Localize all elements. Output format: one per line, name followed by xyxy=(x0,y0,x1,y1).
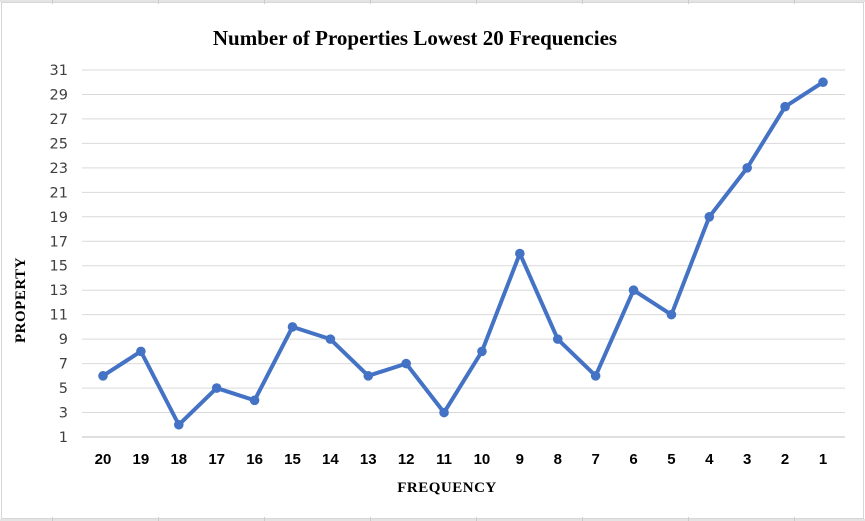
data-point-marker xyxy=(136,346,146,357)
y-tick-label: 5 xyxy=(59,381,68,397)
x-tick-label: 16 xyxy=(246,451,263,468)
data-point-marker xyxy=(780,101,790,112)
x-tick-label: 5 xyxy=(667,451,675,468)
y-tick-label: 27 xyxy=(50,112,68,128)
x-tick-label: 17 xyxy=(208,451,225,468)
x-tick-label: 7 xyxy=(591,451,599,468)
y-tick-label: 3 xyxy=(59,406,68,422)
x-tick-label: 20 xyxy=(95,451,112,468)
x-tick-label: 8 xyxy=(554,451,562,468)
y-tick-label: 21 xyxy=(50,185,68,201)
data-point-marker xyxy=(249,395,260,406)
x-tick-label: 11 xyxy=(436,451,452,468)
data-point-marker xyxy=(401,358,411,369)
data-point-marker xyxy=(818,77,828,88)
data-point-marker xyxy=(666,309,677,320)
chart-title: Number of Properties Lowest 20 Frequenci… xyxy=(213,26,617,50)
data-point-marker xyxy=(477,346,487,357)
y-tick-label: 7 xyxy=(59,357,68,373)
x-tick-label: 10 xyxy=(474,451,491,468)
x-tick-label: 15 xyxy=(284,451,301,468)
x-tick-label: 1 xyxy=(819,451,827,468)
x-tick-label: 19 xyxy=(133,451,150,468)
data-point-marker xyxy=(173,419,184,430)
y-axis-title: PROPERTY xyxy=(13,257,29,343)
x-tick-label: 2 xyxy=(781,451,789,468)
data-series-line[interactable] xyxy=(98,77,828,430)
x-axis-tick-labels: 20 19 18 17 16 15 14 13 12 11 10 9 8 7 6 5 4 3 2 1 xyxy=(95,451,828,468)
data-point-marker xyxy=(325,334,336,344)
gridlines xyxy=(82,69,845,438)
data-point-marker xyxy=(704,212,715,222)
data-point-marker xyxy=(439,407,449,418)
series-line xyxy=(101,80,825,427)
y-tick-label: 25 xyxy=(50,136,68,152)
x-tick-label: 14 xyxy=(322,451,339,468)
data-point-marker xyxy=(515,248,525,259)
y-tick-label: 11 xyxy=(50,308,68,324)
x-tick-label: 13 xyxy=(360,451,377,468)
y-tick-label: 17 xyxy=(50,234,68,250)
y-tick-label: 31 xyxy=(50,63,68,79)
data-point-marker xyxy=(98,371,108,381)
x-tick-label: 3 xyxy=(743,451,751,468)
y-tick-label: 19 xyxy=(50,210,68,226)
x-tick-label: 6 xyxy=(629,451,637,468)
x-tick-label: 12 xyxy=(398,451,415,468)
x-axis-title: FREQUENCY xyxy=(397,480,497,496)
y-tick-label: 1 xyxy=(59,430,68,446)
data-point-marker xyxy=(628,285,639,296)
data-point-marker xyxy=(211,383,222,393)
y-tick-label: 15 xyxy=(50,259,68,275)
y-tick-label: 13 xyxy=(50,283,68,299)
data-point-marker xyxy=(363,371,374,381)
data-point-marker xyxy=(590,371,601,381)
x-tick-label: 9 xyxy=(516,451,524,468)
data-point-marker xyxy=(552,334,563,344)
y-tick-label: 23 xyxy=(50,161,68,177)
data-point-marker xyxy=(287,322,298,332)
y-tick-label: 29 xyxy=(50,87,68,103)
y-tick-label: 9 xyxy=(59,332,68,348)
x-tick-label: 4 xyxy=(705,451,714,468)
data-point-marker xyxy=(742,163,753,173)
x-tick-label: 18 xyxy=(170,451,187,468)
